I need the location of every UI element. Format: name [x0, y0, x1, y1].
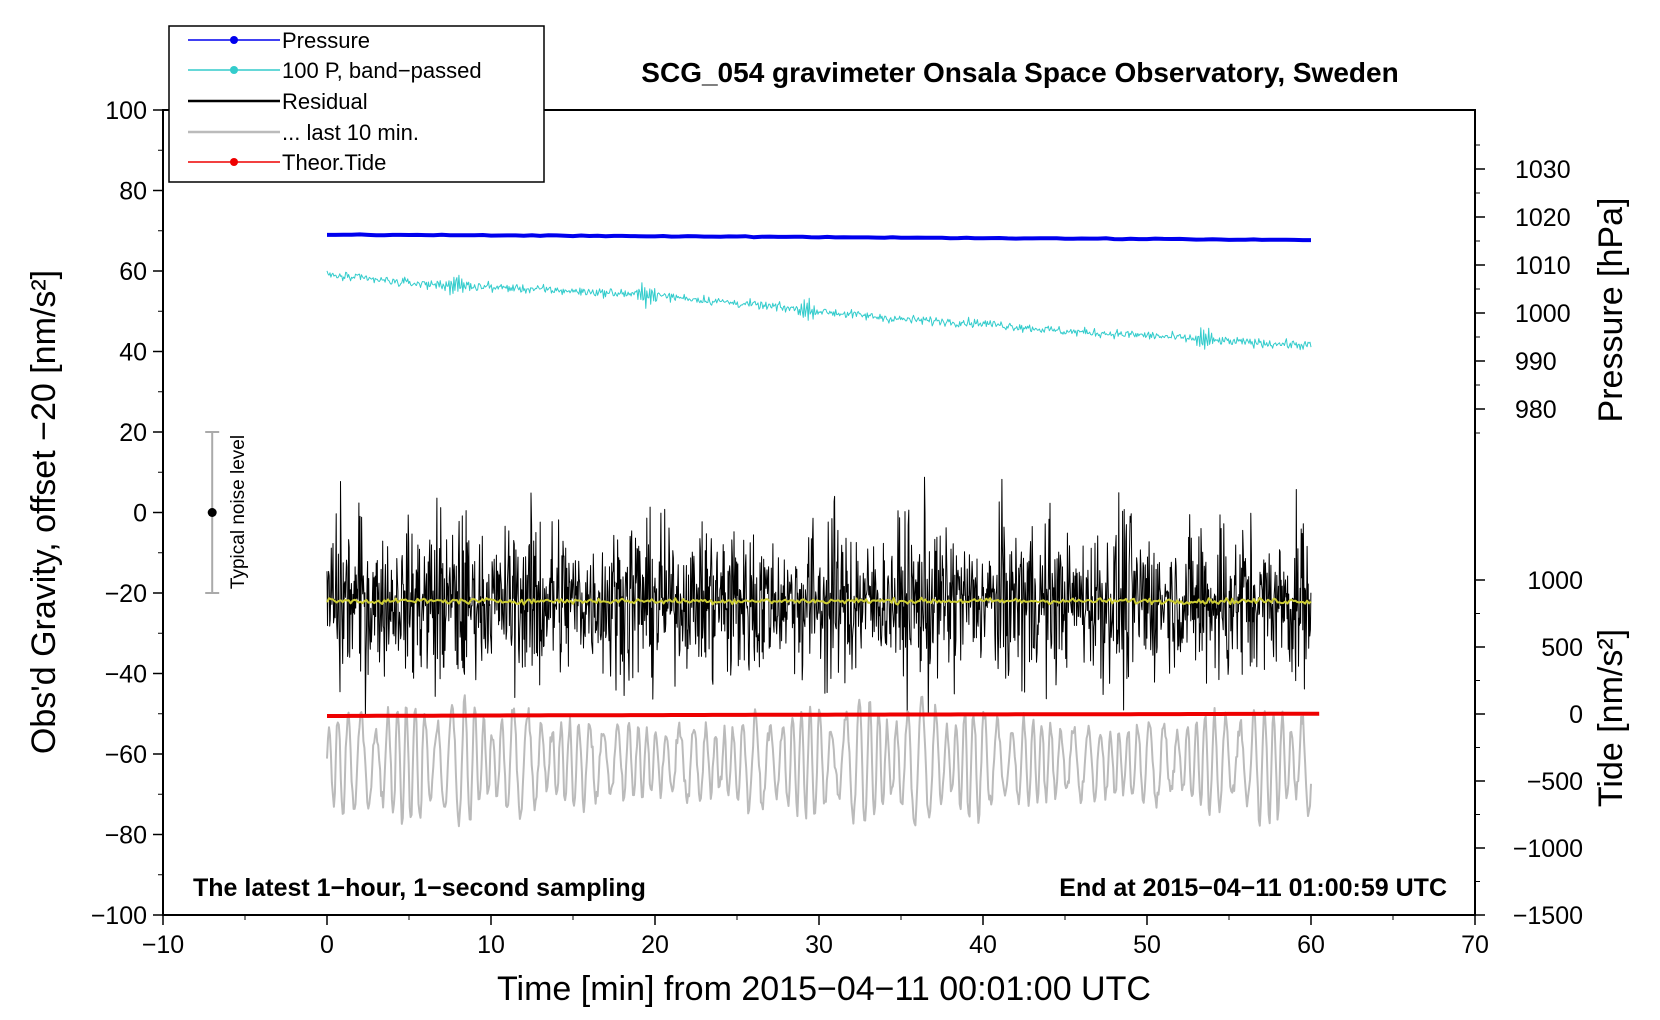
x-tick-label: −10 — [142, 931, 184, 959]
legend-item-last-10-min: ... last 10 min. — [188, 120, 419, 145]
tide-tick-label: 500 — [1541, 634, 1583, 662]
left-axis-title: Obs'd Gravity, offset −20 [nm/s²] — [25, 270, 63, 754]
tide-tick-label: −1000 — [1513, 835, 1583, 863]
legend-item-pressure: Pressure — [188, 28, 370, 53]
noise-label: Typical noise level — [228, 435, 249, 589]
pressure-axis-title: Pressure [hPa] — [1592, 198, 1630, 423]
left-tick-label: 0 — [133, 500, 147, 528]
left-tick-label: −80 — [105, 822, 147, 850]
left-tick-label: 100 — [105, 97, 147, 125]
series-layer — [326, 232, 1320, 828]
tide-tick-label: −1500 — [1513, 902, 1583, 930]
left-tick-label: −40 — [105, 661, 147, 689]
left-tick-label: −60 — [105, 741, 147, 769]
left-tick-label: 80 — [119, 178, 147, 206]
noise-indicator — [205, 431, 220, 594]
series-last-10-min — [326, 694, 1312, 828]
pressure-tick-label: 1030 — [1515, 156, 1571, 184]
legend-label-theor-tide: Theor.Tide — [282, 150, 386, 175]
series-theor-tide — [327, 711, 1320, 718]
legend-label-pressure: Pressure — [282, 28, 370, 53]
pressure-tick-label: 990 — [1515, 348, 1557, 376]
annotation-sampling: The latest 1−hour, 1−second sampling — [193, 874, 646, 902]
tide-tick-label: 0 — [1569, 701, 1583, 729]
x-axis-title: Time [min] from 2015−04−11 00:01:00 UTC — [497, 970, 1151, 1008]
legend-marker-theor-tide — [230, 158, 238, 166]
series-residual — [326, 476, 1312, 718]
chart-title: SCG_054 gravimeter Onsala Space Observat… — [641, 57, 1398, 88]
legend-label-last-10-min: ... last 10 min. — [282, 120, 419, 145]
noise-center-dot — [207, 508, 217, 517]
tide-tick-label: −500 — [1527, 768, 1583, 796]
x-tick-label: 0 — [320, 931, 334, 959]
legend-label-band-passed: 100 P, band−passed — [282, 58, 482, 83]
tide-tick-label: 1000 — [1527, 567, 1583, 595]
x-tick-label: 60 — [1297, 931, 1325, 959]
series-residual-running-mean — [326, 596, 1312, 606]
left-tick-label: −20 — [105, 580, 147, 608]
left-tick-label: 60 — [119, 258, 147, 286]
pressure-tick-label: 1010 — [1515, 252, 1571, 280]
legend: Pressure 100 P, band−passed Residual ...… — [168, 25, 545, 183]
series-pressure — [327, 232, 1311, 243]
tide-axis-title: Tide [nm/s²] — [1592, 629, 1630, 807]
pressure-tick-label: 1020 — [1515, 204, 1571, 232]
left-tick-label: −100 — [91, 902, 147, 930]
x-tick-label: 70 — [1461, 931, 1489, 959]
left-tick-label: 40 — [119, 339, 147, 367]
pressure-tick-label: 1000 — [1515, 300, 1571, 328]
legend-marker-pressure — [230, 36, 238, 44]
pressure-tick-label: 980 — [1515, 396, 1557, 424]
legend-label-residual: Residual — [282, 89, 368, 114]
legend-box — [168, 25, 545, 183]
x-tick-label: 10 — [477, 931, 505, 959]
axis-layer: −10 0 10 20 30 40 50 60 70100806040200−20−40−60−… — [91, 97, 1583, 959]
legend-marker-band-passed — [230, 66, 238, 74]
x-tick-label: 30 — [805, 931, 833, 959]
x-tick-label: 40 — [969, 931, 997, 959]
x-tick-label: 20 — [641, 931, 669, 959]
left-tick-label: 20 — [119, 419, 147, 447]
legend-item-residual: Residual — [188, 89, 368, 114]
series-100-p-band-passed — [326, 270, 1312, 351]
annotation-end-time: End at 2015−04−11 01:00:59 UTC — [1059, 874, 1447, 902]
x-tick-label: 50 — [1133, 931, 1161, 959]
legend-item-theor-tide: Theor.Tide — [188, 150, 386, 175]
legend-item-band-passed: 100 P, band−passed — [188, 58, 482, 83]
